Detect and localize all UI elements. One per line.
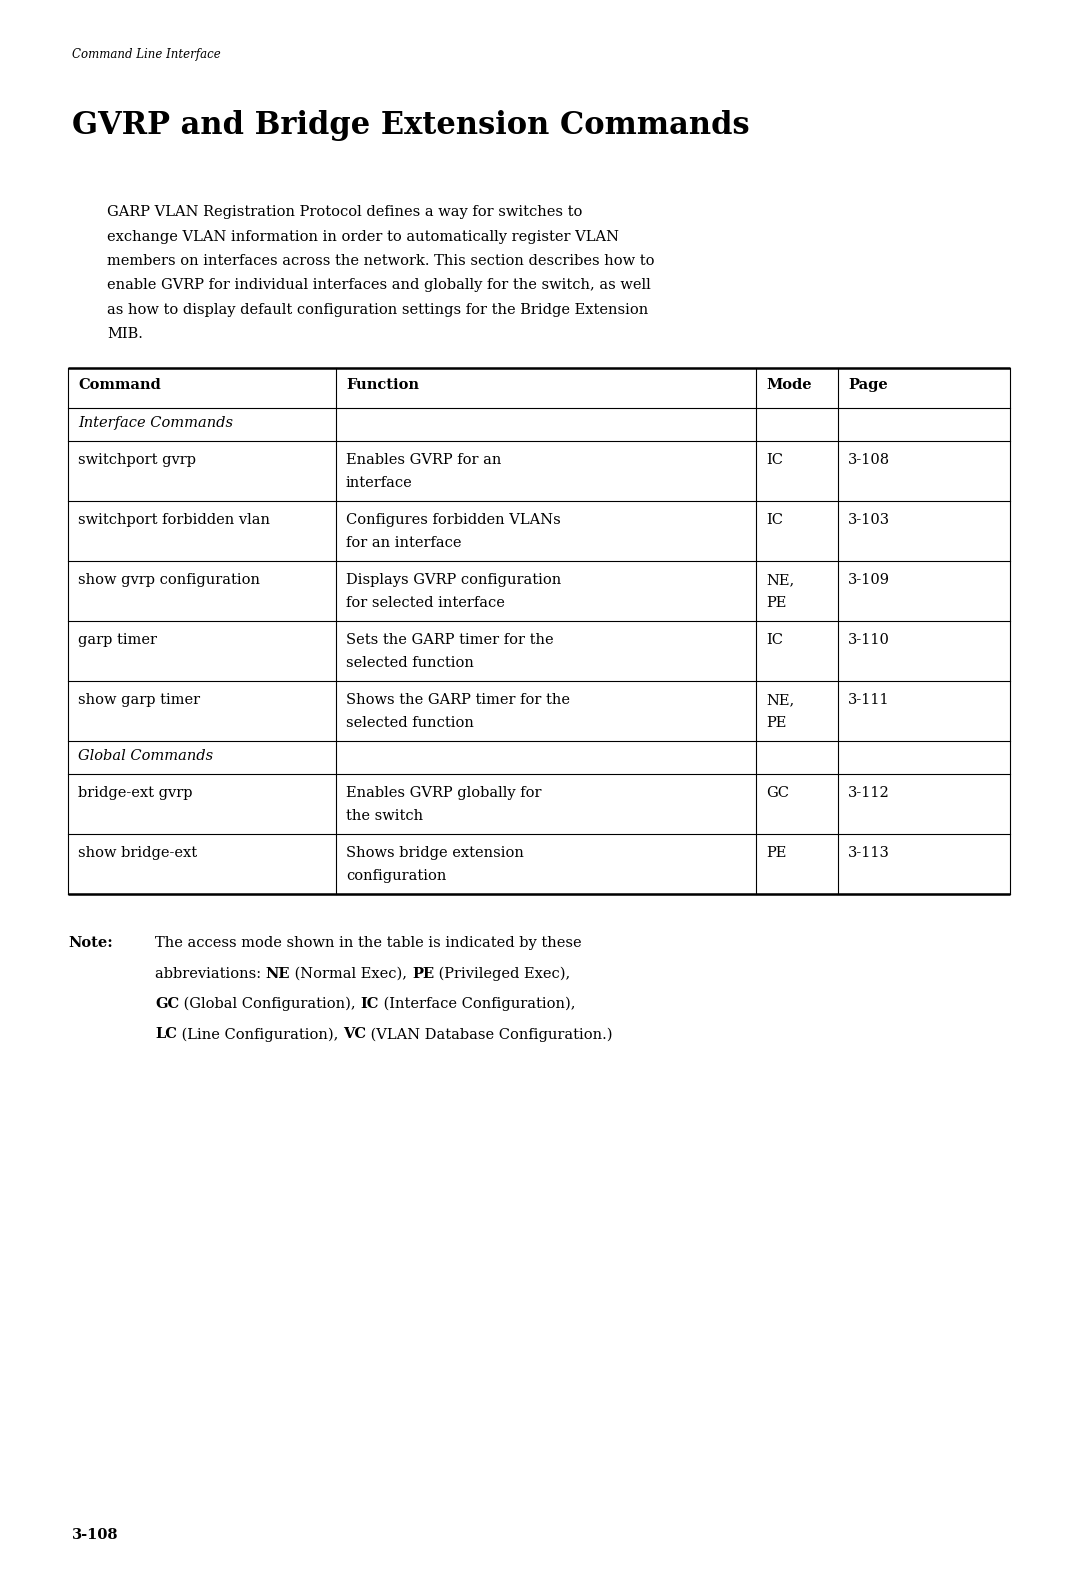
Text: 3-109: 3-109 [848,573,890,587]
Text: PE: PE [766,716,786,730]
Text: switchport forbidden vlan: switchport forbidden vlan [78,513,270,528]
Text: (Global Configuration),: (Global Configuration), [179,997,361,1011]
Text: Command: Command [78,378,161,392]
Text: (Privileged Exec),: (Privileged Exec), [434,967,570,981]
Text: 3-111: 3-111 [848,692,890,706]
Text: show garp timer: show garp timer [78,692,200,706]
Text: LC: LC [156,1027,177,1041]
Text: MIB.: MIB. [107,328,143,342]
Text: NE,: NE, [766,573,794,587]
Text: IC: IC [766,513,783,528]
Text: PE: PE [766,597,786,611]
Text: exchange VLAN information in order to automatically register VLAN: exchange VLAN information in order to au… [107,229,619,243]
Text: switchport gvrp: switchport gvrp [78,454,195,466]
Text: IC: IC [766,454,783,466]
Text: VC: VC [342,1027,366,1041]
Text: Configures forbidden VLANs: Configures forbidden VLANs [346,513,561,528]
Text: (VLAN Database Configuration.): (VLAN Database Configuration.) [366,1027,612,1042]
Text: members on interfaces across the network. This section describes how to: members on interfaces across the network… [107,254,654,268]
Text: selected function: selected function [346,716,474,730]
Text: Note:: Note: [68,936,112,950]
Text: garp timer: garp timer [78,633,157,647]
Text: the switch: the switch [346,809,423,823]
Text: for selected interface: for selected interface [346,597,504,611]
Text: Page: Page [848,378,888,392]
Text: GC: GC [766,787,789,801]
Text: Mode: Mode [766,378,812,392]
Text: enable GVRP for individual interfaces and globally for the switch, as well: enable GVRP for individual interfaces an… [107,278,651,292]
Text: NE,: NE, [766,692,794,706]
Text: Interface Commands: Interface Commands [78,416,233,430]
Text: The access mode shown in the table is indicated by these: The access mode shown in the table is in… [156,936,582,950]
Text: Enables GVRP for an: Enables GVRP for an [346,454,501,466]
Text: bridge-ext gvrp: bridge-ext gvrp [78,787,192,801]
Text: Function: Function [346,378,419,392]
Text: GARP VLAN Registration Protocol defines a way for switches to: GARP VLAN Registration Protocol defines … [107,206,582,218]
Text: PE: PE [766,846,786,860]
Text: (Line Configuration),: (Line Configuration), [177,1027,342,1042]
Text: GC: GC [156,997,179,1011]
Text: IC: IC [766,633,783,647]
Text: Displays GVRP configuration: Displays GVRP configuration [346,573,562,587]
Text: show gvrp configuration: show gvrp configuration [78,573,260,587]
Text: for an interface: for an interface [346,535,461,549]
Text: Shows the GARP timer for the: Shows the GARP timer for the [346,692,570,706]
Text: Global Commands: Global Commands [78,749,213,763]
Text: IC: IC [361,997,379,1011]
Text: show bridge-ext: show bridge-ext [78,846,198,860]
Text: 3-108: 3-108 [72,1528,119,1542]
Text: (Interface Configuration),: (Interface Configuration), [379,997,576,1011]
Text: as how to display default configuration settings for the Bridge Extension: as how to display default configuration … [107,303,648,317]
Text: selected function: selected function [346,656,474,670]
Text: Enables GVRP globally for: Enables GVRP globally for [346,787,541,801]
Text: configuration: configuration [346,870,446,882]
Text: Shows bridge extension: Shows bridge extension [346,846,524,860]
Text: 3-113: 3-113 [848,846,890,860]
Text: GVRP and Bridge Extension Commands: GVRP and Bridge Extension Commands [72,110,750,141]
Text: abbreviations:: abbreviations: [156,967,266,981]
Text: 3-108: 3-108 [848,454,890,466]
Text: PE: PE [411,967,434,981]
Text: (Normal Exec),: (Normal Exec), [291,967,411,981]
Text: NE: NE [266,967,291,981]
Text: Sets the GARP timer for the: Sets the GARP timer for the [346,633,554,647]
Text: interface: interface [346,476,413,490]
Text: Command Line Interface: Command Line Interface [72,49,220,61]
Text: 3-103: 3-103 [848,513,890,528]
Text: 3-112: 3-112 [848,787,890,801]
Text: 3-110: 3-110 [848,633,890,647]
